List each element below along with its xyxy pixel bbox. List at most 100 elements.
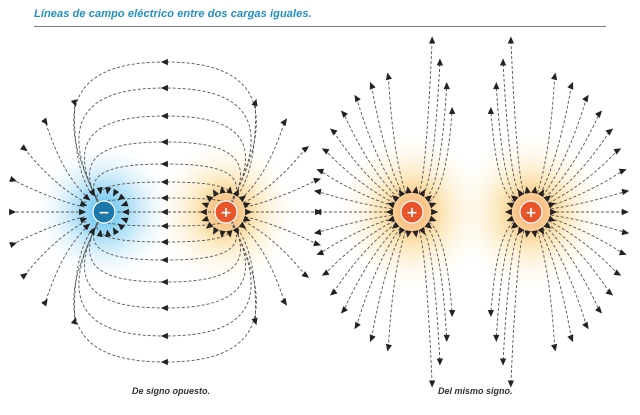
field-arrow	[424, 195, 433, 203]
positive-charge-left-disc	[400, 200, 424, 224]
field-line	[426, 86, 448, 199]
field-line	[422, 62, 441, 196]
field-arrow	[212, 189, 220, 198]
field-line	[74, 102, 93, 196]
field-arrow	[412, 230, 419, 238]
field-arrow	[387, 215, 396, 222]
field-arrow	[301, 271, 310, 278]
field-arrow	[160, 208, 168, 216]
field-arrow	[369, 81, 376, 90]
positive-charge-left: +	[400, 200, 424, 224]
field-arrow	[251, 98, 258, 107]
panel-opposite-signs: − +	[9, 58, 323, 366]
field-arrow	[117, 193, 126, 201]
field-arrow	[121, 208, 129, 216]
field-arrow	[242, 215, 251, 222]
field-arrow	[405, 186, 412, 194]
field-line	[387, 76, 407, 194]
field-line	[319, 170, 394, 207]
field-arrow	[621, 188, 630, 196]
field-arrow	[160, 160, 168, 168]
field-arrow	[524, 186, 531, 194]
field-arrow	[449, 106, 456, 114]
field-arrow	[385, 208, 393, 216]
field-arrow	[329, 288, 338, 296]
field-arrow	[160, 238, 168, 246]
field-arrow	[398, 189, 406, 198]
field-arrow	[70, 317, 77, 325]
field-arrow	[226, 230, 233, 238]
field-lines-opposite	[9, 58, 323, 366]
caption-opposite-signs: De signo opuesto.	[132, 386, 211, 396]
field-line	[549, 217, 624, 254]
field-arrow	[340, 306, 348, 314]
field-arrow	[493, 82, 500, 90]
field-line	[539, 85, 572, 195]
field-line	[240, 224, 286, 303]
charges-same: + +	[400, 200, 543, 224]
field-line	[74, 228, 93, 322]
field-arrow	[387, 202, 396, 209]
field-line	[490, 111, 515, 202]
field-arrow	[621, 228, 630, 236]
field-arrow	[280, 298, 287, 306]
field-line	[23, 148, 87, 204]
positive-charge-right: +	[519, 200, 543, 224]
field-line	[548, 150, 619, 204]
field-arrow	[160, 194, 168, 202]
caption-same-signs: Del mismo signo.	[438, 386, 513, 396]
field-arrow	[531, 186, 538, 194]
field-line	[502, 62, 521, 196]
field-arrow	[619, 168, 627, 175]
negative-charge-disc	[92, 200, 116, 224]
field-arrow	[537, 226, 545, 235]
field-lines-same	[313, 36, 630, 388]
field-arrow	[245, 208, 253, 216]
field-line	[245, 179, 318, 208]
field-line	[418, 40, 433, 194]
field-arrow	[431, 208, 439, 216]
field-line	[550, 214, 626, 233]
plus-sign-icon: +	[406, 205, 418, 221]
field-line	[550, 191, 626, 210]
field-arrow	[543, 195, 552, 203]
field-arrow	[205, 195, 214, 203]
field-arrow	[506, 215, 515, 222]
field-arrow	[595, 306, 603, 314]
field-arrow	[160, 84, 168, 92]
field-arrow	[201, 215, 210, 222]
field-line	[422, 228, 441, 362]
positive-charge-right-disc	[519, 200, 543, 224]
field-arrow	[550, 208, 558, 216]
field-arrow	[232, 189, 240, 198]
field-line	[426, 225, 448, 338]
field-line	[317, 214, 393, 233]
field-arrow	[551, 343, 558, 352]
field-arrow	[238, 195, 247, 203]
field-arrow	[493, 334, 500, 342]
field-line	[539, 229, 572, 339]
field-arrow	[120, 217, 129, 224]
field-arrow	[160, 222, 168, 230]
field-arrow	[412, 186, 419, 194]
field-arrow	[385, 343, 392, 352]
field-arrow	[517, 189, 525, 198]
field-arrow	[226, 186, 233, 194]
plus-sign-icon: +	[525, 205, 537, 221]
field-arrow	[242, 202, 251, 209]
field-arrow	[329, 128, 338, 136]
field-arrow	[506, 202, 515, 209]
field-arrow	[20, 272, 28, 280]
field-arrow	[499, 358, 507, 366]
field-arrow	[504, 208, 512, 216]
field-arrow	[391, 221, 400, 229]
field-arrow	[105, 229, 112, 238]
figure-title: Líneas de campo eléctrico entre dos carg…	[34, 8, 312, 20]
field-arrow	[212, 226, 220, 235]
field-arrow	[251, 317, 258, 326]
field-arrow	[316, 168, 324, 175]
field-arrow	[429, 36, 436, 44]
field-arrow	[429, 380, 436, 388]
field-arrow	[354, 321, 361, 330]
